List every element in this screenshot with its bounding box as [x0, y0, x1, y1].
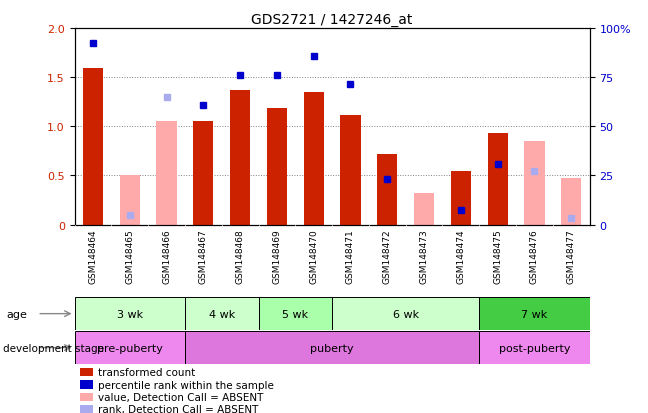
- Bar: [80, 405, 93, 413]
- Bar: [487, 134, 508, 225]
- Text: GSM148469: GSM148469: [272, 229, 281, 283]
- Text: GSM148467: GSM148467: [199, 229, 208, 283]
- Title: GDS2721 / 1427246_at: GDS2721 / 1427246_at: [251, 12, 413, 26]
- Text: GSM148470: GSM148470: [309, 229, 318, 283]
- Text: GSM148472: GSM148472: [383, 229, 392, 283]
- Bar: [80, 380, 93, 389]
- Text: GSM148465: GSM148465: [125, 229, 134, 283]
- Bar: [480, 331, 590, 364]
- Bar: [83, 69, 103, 225]
- Text: 3 wk: 3 wk: [117, 309, 143, 319]
- Bar: [75, 297, 185, 330]
- Bar: [120, 176, 140, 225]
- Bar: [75, 331, 185, 364]
- Bar: [267, 108, 287, 225]
- Text: GSM148476: GSM148476: [530, 229, 539, 283]
- Text: post-puberty: post-puberty: [499, 343, 570, 353]
- Bar: [259, 297, 332, 330]
- Text: GSM148471: GSM148471: [346, 229, 355, 283]
- Bar: [193, 122, 213, 225]
- Text: puberty: puberty: [310, 343, 354, 353]
- Text: value, Detection Call = ABSENT: value, Detection Call = ABSENT: [98, 392, 263, 402]
- Text: GSM148468: GSM148468: [236, 229, 244, 283]
- Text: GSM148464: GSM148464: [88, 229, 97, 283]
- Bar: [230, 91, 250, 225]
- Text: pre-puberty: pre-puberty: [97, 343, 163, 353]
- Bar: [451, 171, 471, 225]
- Text: GSM148475: GSM148475: [493, 229, 502, 283]
- Bar: [561, 179, 581, 225]
- Bar: [332, 297, 480, 330]
- Text: 4 wk: 4 wk: [209, 309, 235, 319]
- Text: GSM148466: GSM148466: [162, 229, 171, 283]
- Text: 5 wk: 5 wk: [283, 309, 308, 319]
- Text: GSM148477: GSM148477: [567, 229, 576, 283]
- Bar: [340, 115, 361, 225]
- Text: age: age: [6, 309, 27, 319]
- Bar: [524, 142, 544, 225]
- Text: rank, Detection Call = ABSENT: rank, Detection Call = ABSENT: [98, 404, 258, 413]
- Bar: [156, 122, 177, 225]
- Text: development stage: development stage: [3, 343, 104, 353]
- Text: percentile rank within the sample: percentile rank within the sample: [98, 380, 273, 389]
- Text: GSM148474: GSM148474: [456, 229, 465, 283]
- Bar: [185, 331, 480, 364]
- Text: 6 wk: 6 wk: [393, 309, 419, 319]
- Bar: [80, 368, 93, 376]
- Bar: [480, 297, 590, 330]
- Bar: [185, 297, 259, 330]
- Text: GSM148473: GSM148473: [420, 229, 428, 283]
- Bar: [80, 393, 93, 401]
- Text: transformed count: transformed count: [98, 367, 195, 377]
- Bar: [414, 194, 434, 225]
- Bar: [303, 93, 324, 225]
- Bar: [377, 154, 397, 225]
- Text: 7 wk: 7 wk: [522, 309, 548, 319]
